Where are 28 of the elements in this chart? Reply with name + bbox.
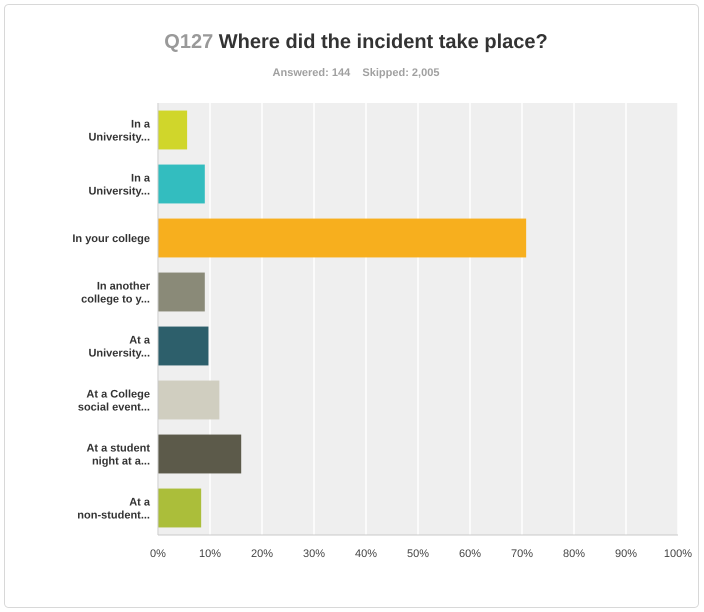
y-tick-label: At a University... (88, 334, 151, 360)
y-tick-label: In your college (72, 233, 150, 245)
x-tick-label: 100% (664, 548, 692, 560)
bar (158, 272, 205, 312)
y-tick-label: In a University... (88, 172, 151, 198)
x-tick-label: 90% (614, 548, 638, 560)
x-tick-label: 50% (406, 548, 430, 560)
y-tick-label: At a non-student... (77, 496, 151, 522)
y-tick-label: At a student night at a... (86, 442, 150, 468)
x-tick-label: 40% (354, 548, 378, 560)
bar (158, 164, 205, 204)
y-tick-label: In another college to y... (81, 280, 151, 306)
x-tick-label: 80% (562, 548, 586, 560)
x-tick-label: 60% (458, 548, 482, 560)
x-tick-label: 0% (150, 548, 166, 560)
x-tick-label: 70% (510, 548, 534, 560)
x-tick-label: 30% (302, 548, 326, 560)
x-tick-label: 10% (198, 548, 222, 560)
y-tick-label: At a College social event... (78, 388, 150, 414)
x-tick-label: 20% (250, 548, 274, 560)
bar (158, 218, 526, 258)
y-tick-label: In a University... (88, 118, 151, 144)
chart-title: Q127 Where did the incident take place? (164, 31, 548, 53)
bar (158, 434, 242, 474)
bar (158, 326, 208, 366)
chart-subtitle: Answered: 144 Skipped: 2,005 (272, 67, 440, 79)
bar (158, 110, 188, 150)
bar (158, 488, 202, 528)
